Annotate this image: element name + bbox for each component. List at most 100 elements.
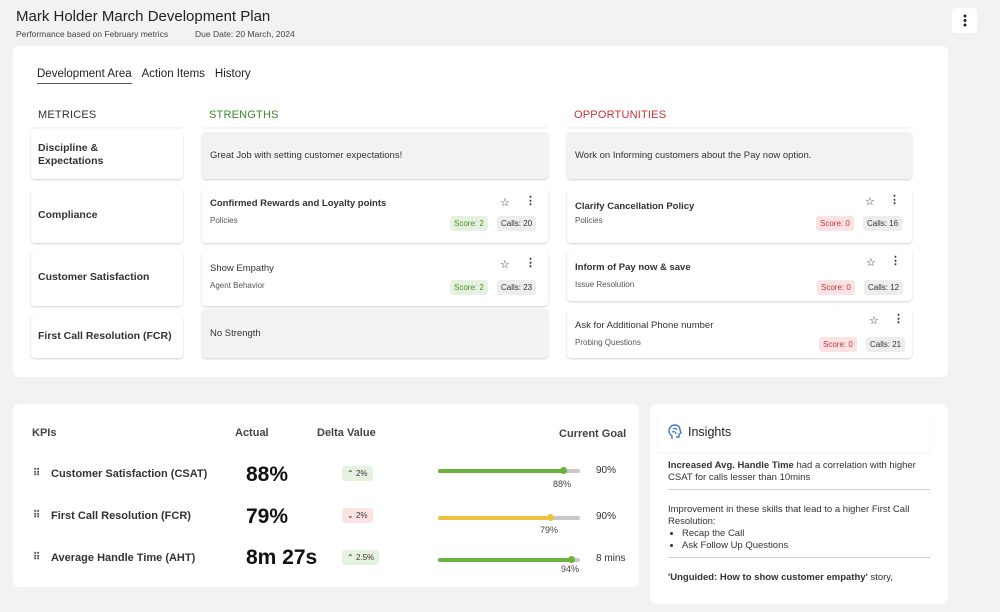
kpi-progress-label: 79%	[540, 525, 559, 535]
kpis-header: KPIs	[32, 427, 57, 439]
calls-badge: Calls: 16	[863, 216, 903, 231]
no-strength-text: No Strength	[210, 328, 261, 339]
metric-label: Discipline & Expectations	[38, 142, 104, 167]
opportunities-header-divider	[567, 126, 912, 127]
kpi-goal: 90%	[596, 511, 617, 522]
strength-item[interactable]: Show Empathy Agent Behavior ☆ ⋮ Score: 2…	[202, 251, 548, 306]
insight-bullet: Recap the Call	[682, 528, 930, 540]
star-icon[interactable]: ☆	[500, 259, 510, 271]
star-icon[interactable]: ☆	[869, 315, 879, 327]
page-title: Mark Holder March Development Plan	[16, 8, 271, 25]
kpi-progress-bar	[438, 467, 580, 474]
actual-header: Actual	[235, 427, 269, 439]
kpi-name: Average Handle Time (AHT)	[51, 552, 196, 564]
calls-badge: Calls: 12	[864, 280, 904, 295]
strength-item-title: Confirmed Rewards and Loyalty points	[210, 198, 387, 209]
kpi-delta-value: 2%	[355, 469, 368, 478]
drag-handle-icon[interactable]: ⠿	[33, 468, 41, 479]
strengths-column-header: STRENGTHS	[209, 109, 279, 121]
calls-badge: Calls: 21	[866, 337, 906, 352]
kpi-actual: 8m 27s	[246, 546, 318, 569]
strengths-summary: Great Job with setting customer expectat…	[202, 132, 548, 179]
arrow-up-icon: ⌃	[347, 553, 354, 562]
kpi-actual: 79%	[246, 505, 289, 528]
star-icon[interactable]: ☆	[500, 197, 510, 209]
tab-bar: Development Area Action Items History	[37, 68, 261, 84]
metric-label: First Call Resolution (FCR)	[38, 330, 172, 342]
insight-divider	[668, 489, 930, 490]
metric-row: Discipline & Expectations	[31, 132, 183, 179]
insights-title: Insights	[688, 425, 732, 439]
kpi-actual: 88%	[246, 463, 289, 486]
score-badge: Score: 2	[450, 216, 488, 231]
insight-divider	[668, 557, 930, 558]
star-icon[interactable]: ☆	[865, 196, 875, 208]
no-strength-cell: No Strength	[202, 309, 548, 358]
arrow-down-icon: ⌄	[347, 511, 354, 520]
kpi-progress-marker	[560, 467, 567, 474]
development-area-card: Development Area Action Items History ME…	[13, 46, 948, 377]
opportunity-item-category: Policies	[575, 216, 603, 225]
metric-label: Compliance	[38, 209, 98, 221]
opportunity-item-title: Ask for Additional Phone number	[575, 320, 714, 331]
opportunities-column-header: OPPORTUNITIES	[574, 109, 667, 121]
insight-text: had a correlation with higher CSAT for c…	[668, 460, 916, 483]
strength-item-title: Show Empathy	[210, 263, 274, 274]
metrics-column-header: METRICES	[38, 109, 97, 121]
metric-row: Compliance	[31, 188, 183, 243]
kpi-delta-value: 2%	[355, 511, 368, 520]
insight-item: Improvement in these skills that lead to…	[668, 504, 930, 552]
opportunity-item[interactable]: Inform of Pay now & save Issue Resolutio…	[567, 251, 912, 301]
kpi-card: KPIs Actual Delta Value Current Goal ⠿ C…	[13, 404, 639, 587]
tab-action-items[interactable]: Action Items	[141, 68, 205, 80]
kpi-progress-fill	[438, 516, 550, 520]
metric-row: Customer Satisfaction	[31, 251, 183, 306]
kpi-progress-bar	[438, 514, 580, 521]
insight-highlight: Increased Avg. Handle Time	[668, 460, 794, 471]
insights-card: Insights Increased Avg. Handle Time had …	[650, 404, 948, 604]
kpi-goal: 90%	[596, 465, 617, 476]
opportunities-summary-text: Work on Informing customers about the Pa…	[575, 150, 812, 161]
drag-handle-icon[interactable]: ⠿	[33, 510, 41, 521]
kebab-icon[interactable]: ⋮	[889, 194, 900, 206]
kebab-icon[interactable]: ⋮	[890, 255, 901, 267]
kebab-icon	[963, 14, 966, 27]
due-date: Due Date: 20 March, 2024	[195, 29, 295, 39]
tab-development-area[interactable]: Development Area	[37, 68, 132, 84]
opportunity-item-category: Issue Resolution	[575, 280, 635, 289]
kpi-delta-badge: ⌃ 2.5%	[342, 550, 380, 565]
kpi-progress-marker	[547, 514, 554, 521]
star-icon[interactable]: ☆	[866, 257, 876, 269]
brain-icon	[668, 424, 682, 439]
more-options-button[interactable]	[952, 8, 977, 33]
kebab-icon[interactable]: ⋮	[525, 257, 536, 269]
metric-row: First Call Resolution (FCR)	[31, 315, 183, 358]
metrics-header-divider	[31, 126, 183, 127]
kebab-icon[interactable]: ⋮	[893, 313, 904, 325]
score-badge: Score: 0	[816, 216, 854, 231]
opportunity-item-title: Clarify Cancellation Policy	[575, 201, 695, 212]
score-badge: Score: 0	[817, 280, 855, 295]
strength-item-category: Agent Behavior	[210, 281, 265, 290]
calls-badge: Calls: 20	[497, 216, 537, 231]
opportunity-item[interactable]: Ask for Additional Phone number Probing …	[567, 308, 912, 358]
strengths-summary-text: Great Job with setting customer expectat…	[210, 150, 403, 161]
kpi-delta-badge: ⌃ 2%	[342, 466, 373, 481]
arrow-up-icon: ⌃	[347, 469, 354, 478]
kebab-icon[interactable]: ⋮	[525, 195, 536, 207]
tab-history[interactable]: History	[214, 68, 251, 80]
insight-text: Improvement in these skills that lead to…	[668, 504, 910, 527]
performance-note: Performance based on February metrics	[16, 29, 169, 39]
kpi-progress-fill	[438, 558, 571, 562]
drag-handle-icon[interactable]: ⠿	[33, 552, 41, 563]
insight-bullet-list: Recap the Call Ask Follow Up Questions	[668, 528, 930, 552]
kpi-goal: 8 mins	[596, 553, 626, 564]
kpi-progress-fill	[438, 469, 563, 473]
opportunity-item[interactable]: Clarify Cancellation Policy Policies ☆ ⋮…	[567, 188, 912, 243]
kpi-progress-label: 88%	[553, 479, 572, 489]
insight-highlight[interactable]: 'Unguided: How to show customer empathy'	[668, 572, 868, 583]
insight-item: Increased Avg. Handle Time had a correla…	[668, 460, 930, 484]
opportunities-summary: Work on Informing customers about the Pa…	[567, 132, 912, 179]
strength-item[interactable]: Confirmed Rewards and Loyalty points Pol…	[202, 188, 548, 243]
insight-text: story,	[867, 572, 893, 583]
